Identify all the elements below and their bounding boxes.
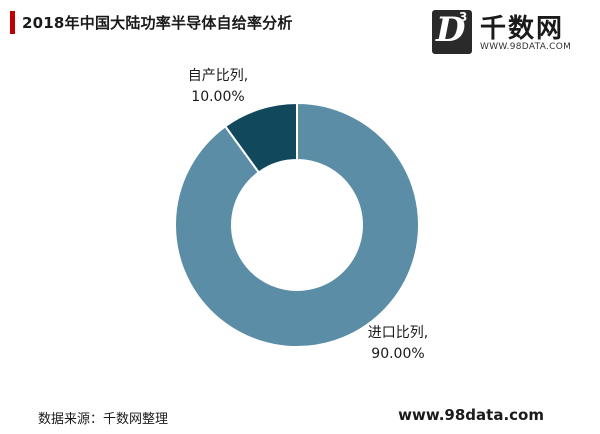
logo-badge-icon: D 3 xyxy=(432,10,472,54)
logo-badge-superscript: 3 xyxy=(459,10,468,24)
logo-badge-letter: D xyxy=(436,10,466,50)
slice-label-1: 自产比列, xyxy=(188,68,248,84)
slice-label-0: 进口比列, xyxy=(368,325,428,341)
title-accent-bar xyxy=(10,11,15,34)
chart-title: 2018年中国大陆功率半导体自给率分析 xyxy=(22,14,293,32)
slice-value-label-1: 10.00% xyxy=(191,89,244,105)
logo-name: 千数网 xyxy=(480,14,565,44)
data-source-note: 数据来源：千数网整理 xyxy=(38,412,169,427)
donut-slice-1 xyxy=(223,101,298,174)
slice-value-label-0: 90.00% xyxy=(371,346,424,362)
site-url: www.98data.com xyxy=(398,406,544,424)
donut-slice-0 xyxy=(174,101,420,348)
logo-url: WWW.98DATA.COM xyxy=(480,42,572,52)
brand-logo: D 3 千数网 WWW.98DATA.COM xyxy=(432,6,592,58)
